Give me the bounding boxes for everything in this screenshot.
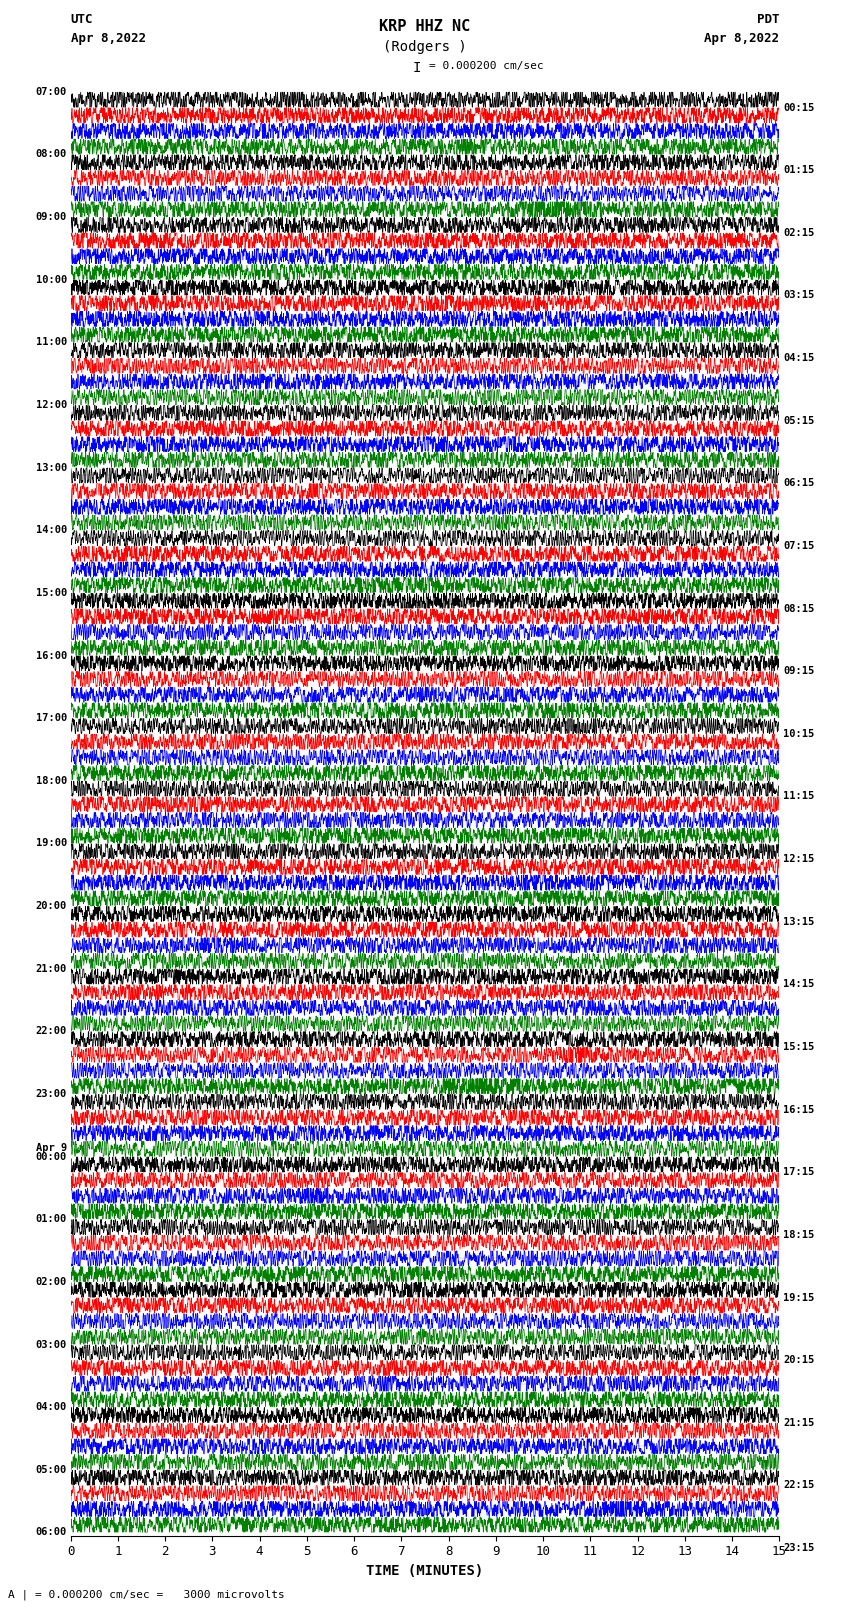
Text: 22:15: 22:15 [783,1481,814,1490]
Text: 15:00: 15:00 [36,587,67,598]
Text: 18:15: 18:15 [783,1231,814,1240]
Text: 07:15: 07:15 [783,540,814,552]
Text: 04:15: 04:15 [783,353,814,363]
Text: 16:15: 16:15 [783,1105,814,1115]
Text: 12:00: 12:00 [36,400,67,410]
Text: 09:15: 09:15 [783,666,814,676]
Text: 11:00: 11:00 [36,337,67,347]
Text: 17:15: 17:15 [783,1168,814,1177]
Text: UTC: UTC [71,13,93,26]
Text: 04:00: 04:00 [36,1402,67,1411]
Text: KRP HHZ NC: KRP HHZ NC [379,19,471,34]
Text: Apr 9: Apr 9 [36,1144,67,1153]
Text: 12:15: 12:15 [783,855,814,865]
Text: 15:15: 15:15 [783,1042,814,1052]
Text: 23:00: 23:00 [36,1089,67,1098]
Text: 05:15: 05:15 [783,416,814,426]
Text: 14:00: 14:00 [36,526,67,536]
Text: 19:15: 19:15 [783,1292,814,1303]
Text: Apr 8,2022: Apr 8,2022 [705,32,779,45]
Text: 18:00: 18:00 [36,776,67,786]
X-axis label: TIME (MINUTES): TIME (MINUTES) [366,1565,484,1578]
Text: 02:00: 02:00 [36,1277,67,1287]
Text: 16:00: 16:00 [36,650,67,661]
Text: I: I [412,61,421,76]
Text: A | = 0.000200 cm/sec =   3000 microvolts: A | = 0.000200 cm/sec = 3000 microvolts [8,1589,286,1600]
Text: 22:00: 22:00 [36,1026,67,1037]
Text: 03:00: 03:00 [36,1339,67,1350]
Text: 08:15: 08:15 [783,603,814,613]
Text: = 0.000200 cm/sec: = 0.000200 cm/sec [429,61,544,71]
Text: 19:00: 19:00 [36,839,67,848]
Text: 21:15: 21:15 [783,1418,814,1428]
Text: 10:00: 10:00 [36,274,67,286]
Text: 07:00: 07:00 [36,87,67,97]
Text: 10:15: 10:15 [783,729,814,739]
Text: PDT: PDT [757,13,779,26]
Text: 09:00: 09:00 [36,213,67,223]
Text: 11:15: 11:15 [783,792,814,802]
Text: 03:15: 03:15 [783,290,814,300]
Text: 14:15: 14:15 [783,979,814,989]
Text: 21:00: 21:00 [36,963,67,974]
Text: 05:00: 05:00 [36,1465,67,1474]
Text: 02:15: 02:15 [783,227,814,237]
Text: 08:00: 08:00 [36,150,67,160]
Text: 13:00: 13:00 [36,463,67,473]
Text: 00:00: 00:00 [36,1152,67,1161]
Text: 00:15: 00:15 [783,103,814,113]
Text: Apr 8,2022: Apr 8,2022 [71,32,145,45]
Text: (Rodgers ): (Rodgers ) [383,40,467,55]
Text: 23:15: 23:15 [783,1544,814,1553]
Text: 01:00: 01:00 [36,1215,67,1224]
Text: 06:00: 06:00 [36,1528,67,1537]
Text: 20:00: 20:00 [36,902,67,911]
Text: 13:15: 13:15 [783,916,814,927]
Text: 01:15: 01:15 [783,165,814,176]
Text: 20:15: 20:15 [783,1355,814,1365]
Text: 06:15: 06:15 [783,479,814,489]
Text: 17:00: 17:00 [36,713,67,723]
